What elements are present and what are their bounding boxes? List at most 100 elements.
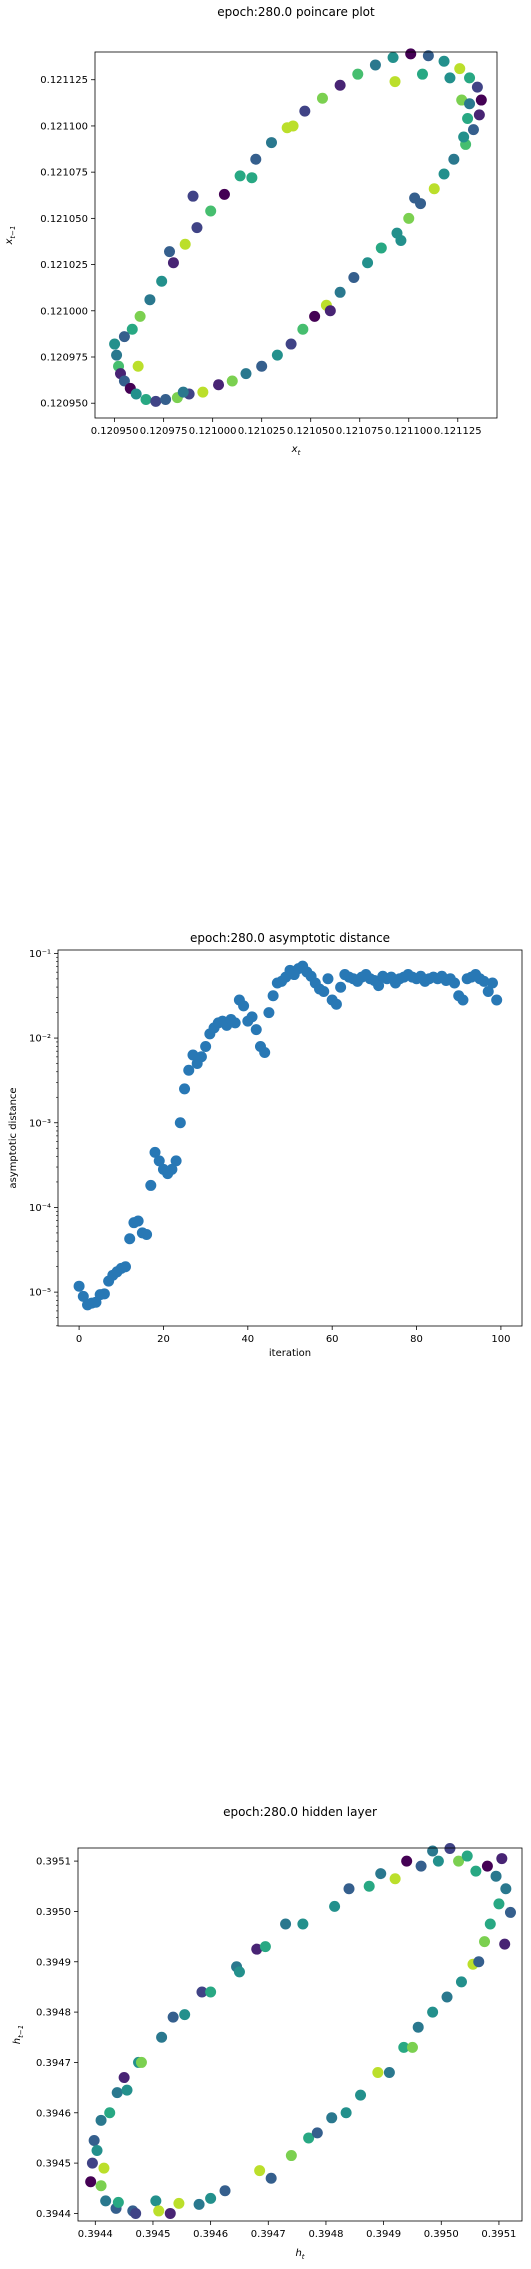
x-tick-label: 0.121050 (287, 426, 335, 437)
data-point (318, 985, 330, 997)
data-point (455, 1976, 467, 1988)
data-point (343, 1883, 355, 1895)
data-point (183, 1064, 195, 1076)
y-tick-label: 0.121050 (40, 214, 88, 225)
x-tick-label: 40 (241, 1334, 254, 1345)
data-point (191, 222, 203, 234)
x-tick-label: 0.3948 (308, 2229, 343, 2240)
data-point (226, 375, 238, 387)
data-point (355, 2089, 367, 2101)
data-point (111, 349, 123, 361)
data-point (322, 973, 334, 985)
data-point (340, 2107, 352, 2119)
data-point (187, 190, 199, 202)
data-point (130, 388, 142, 400)
y-tick-label: 10⁻⁵ (29, 1288, 51, 1299)
x-tick-label: 0.3945 (135, 2229, 170, 2240)
y-tick-label: 0.120950 (40, 399, 88, 410)
y-tick-label: 10⁻⁴ (29, 1203, 51, 1214)
data-point (416, 68, 428, 80)
chart-title: epoch:280.0 poincare plot (217, 5, 375, 19)
data-point (470, 1865, 482, 1877)
y-tick-label: 0.120975 (40, 353, 88, 364)
x-tick-label: 0.121125 (434, 426, 482, 437)
data-point (473, 109, 485, 121)
data-point (174, 1117, 186, 1129)
data-point (475, 94, 487, 106)
data-point (187, 1049, 199, 1061)
plot-frame (57, 949, 523, 1327)
chart-3: epoch:280.0 hidden layer 0.3944 0.3945 0.39… (12, 1805, 523, 2261)
y-tick-label: 0.3947 (36, 2058, 71, 2069)
data-point (406, 2041, 418, 2053)
data-point (121, 2084, 133, 2096)
data-point (444, 72, 456, 84)
data-point (251, 1943, 263, 1955)
data-point (104, 2107, 116, 2119)
data-point (504, 1906, 516, 1918)
data-point (491, 994, 503, 1006)
data-point (179, 2009, 191, 2021)
data-point (482, 985, 494, 997)
data-point (98, 1288, 110, 1300)
data-point (167, 257, 179, 269)
data-points (85, 1843, 516, 2219)
y-tick-label: 0.121025 (40, 260, 88, 271)
data-point (458, 131, 470, 143)
data-point (427, 2006, 439, 2018)
data-point (118, 331, 130, 343)
data-point (167, 2011, 179, 2023)
data-point (259, 1941, 271, 1953)
data-point (166, 1163, 178, 1175)
data-point (335, 981, 347, 993)
data-point (119, 1261, 131, 1273)
chart-title: epoch:280.0 asymptotic distance (190, 931, 390, 945)
data-point (85, 2176, 97, 2188)
data-point (205, 2192, 217, 2204)
data-point (473, 1956, 485, 1968)
data-point (271, 349, 283, 361)
data-point (471, 81, 483, 93)
data-points (109, 48, 487, 407)
data-point (441, 1991, 453, 2003)
data-point (330, 998, 342, 1010)
data-point (179, 1083, 191, 1095)
data-point (438, 168, 450, 180)
y-tick-label: 10⁻³ (29, 1118, 51, 1129)
x-axis-label: xt (291, 444, 301, 457)
data-point (126, 323, 138, 335)
data-point (297, 1918, 309, 1930)
data-point (109, 338, 121, 350)
data-point (395, 235, 407, 247)
data-point (383, 2067, 395, 2079)
data-point (170, 1155, 182, 1167)
data-point (479, 1936, 491, 1948)
data-point (265, 2172, 277, 2184)
data-point (86, 2157, 98, 2169)
data-point (348, 272, 360, 284)
data-point (324, 305, 336, 317)
data-point (285, 338, 297, 350)
y-axis-label: ht−1 (12, 2025, 25, 2044)
data-point (135, 2056, 147, 2068)
data-point (432, 1855, 444, 1867)
data-point (375, 1868, 387, 1880)
chart-1: epoch:280.0 poincare plot 0.120950 0.12097… (4, 5, 498, 457)
data-point (124, 1233, 136, 1245)
data-point (484, 1918, 496, 1930)
data-point (219, 2185, 231, 2197)
data-point (462, 113, 474, 125)
x-tick-label: 0.120975 (140, 426, 188, 437)
data-point (461, 1850, 473, 1862)
data-point (499, 1938, 511, 1950)
x-tick-label: 0.121100 (385, 426, 433, 437)
y-tick-label: 10⁻¹ (29, 949, 51, 960)
data-point (246, 172, 258, 184)
data-point (405, 48, 417, 60)
data-point (111, 2087, 123, 2099)
data-point (493, 1898, 505, 1910)
data-point (95, 2180, 107, 2192)
data-point (88, 2134, 100, 2146)
data-point (303, 2132, 315, 2144)
